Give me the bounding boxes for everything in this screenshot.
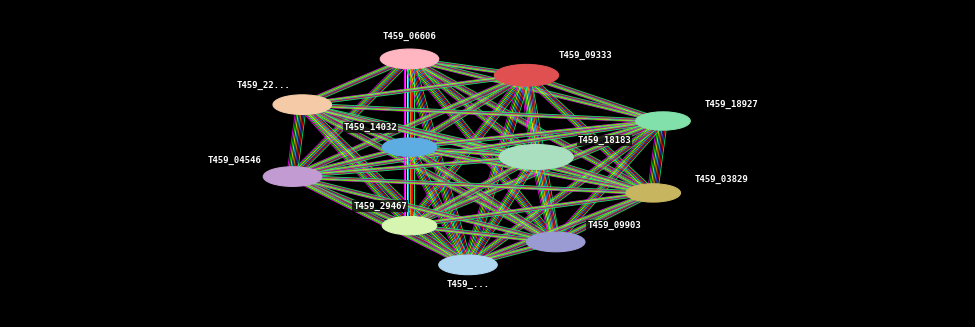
- Circle shape: [494, 64, 559, 86]
- Circle shape: [636, 112, 690, 130]
- Text: T459_14032: T459_14032: [343, 123, 398, 132]
- Text: T459_09333: T459_09333: [558, 51, 612, 60]
- Circle shape: [382, 216, 437, 235]
- Circle shape: [626, 184, 681, 202]
- Text: T459_29467: T459_29467: [353, 201, 408, 211]
- Circle shape: [263, 167, 322, 186]
- Text: T459_06606: T459_06606: [382, 31, 437, 41]
- Text: T459_18183: T459_18183: [577, 136, 632, 145]
- Circle shape: [499, 145, 573, 169]
- Text: T459_09903: T459_09903: [587, 221, 642, 230]
- Circle shape: [380, 49, 439, 69]
- Text: T459_04546: T459_04546: [207, 156, 261, 165]
- Text: T459_03829: T459_03829: [694, 175, 749, 184]
- Text: T459_...: T459_...: [447, 280, 489, 289]
- Text: T459_18927: T459_18927: [704, 100, 759, 109]
- Circle shape: [273, 95, 332, 114]
- Circle shape: [439, 255, 497, 275]
- Text: T459_22...: T459_22...: [236, 80, 291, 90]
- Circle shape: [382, 138, 437, 156]
- Circle shape: [526, 232, 585, 252]
